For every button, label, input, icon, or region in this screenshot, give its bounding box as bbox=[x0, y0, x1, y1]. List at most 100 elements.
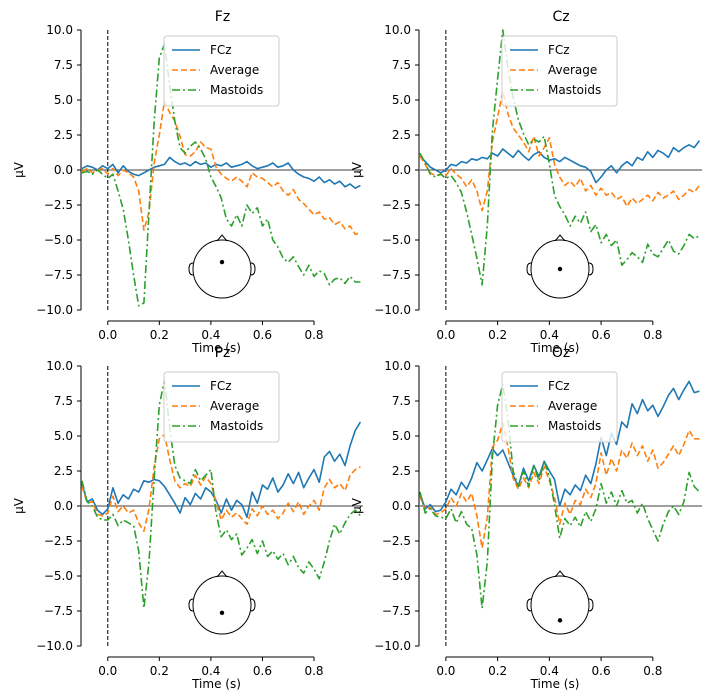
x-tick-label: 0.6 bbox=[592, 328, 611, 342]
nose bbox=[216, 234, 228, 242]
nose bbox=[216, 570, 228, 578]
head-inset bbox=[526, 234, 594, 299]
panel-title: Cz bbox=[552, 9, 569, 25]
head-outline bbox=[192, 239, 252, 299]
y-tick-label: 5.0 bbox=[54, 93, 73, 107]
left-ear bbox=[526, 262, 532, 276]
panel-cz: Cz 10.0 7.5 5.0 2.5 0.0 −2.5 −5.0 −7.5 −10.0 0.0 0.… bbox=[350, 9, 702, 355]
x-tick-label: 0.0 bbox=[436, 328, 455, 342]
legend-label-average: Average bbox=[210, 399, 259, 413]
y-axis-label: µV bbox=[350, 161, 364, 178]
series-average bbox=[81, 100, 361, 236]
y-tick-label: −10.0 bbox=[374, 639, 411, 653]
x-axis-label: Time (s) bbox=[191, 677, 241, 691]
left-ear bbox=[526, 598, 532, 612]
y-tick-label: 2.5 bbox=[392, 464, 411, 478]
y-tick-label: −7.5 bbox=[382, 604, 411, 618]
y-axis-label: µV bbox=[12, 161, 26, 178]
x-tick-label: 0.2 bbox=[150, 664, 169, 678]
x-tick-label: 0.6 bbox=[592, 664, 611, 678]
y-tick-label: 0.0 bbox=[392, 499, 411, 513]
legend-label-mastoids: Mastoids bbox=[210, 419, 263, 433]
legend-label-average: Average bbox=[548, 399, 597, 413]
y-tick-label: 7.5 bbox=[54, 58, 73, 72]
head-outline bbox=[192, 575, 252, 635]
x-tick-label: 0.8 bbox=[304, 664, 323, 678]
legend-label-fcz: FCz bbox=[548, 379, 570, 393]
legend-label-average: Average bbox=[210, 63, 259, 77]
nose bbox=[554, 570, 566, 578]
y-tick-label: 10.0 bbox=[46, 359, 73, 373]
x-tick-label: 0.2 bbox=[488, 664, 507, 678]
right-ear bbox=[588, 262, 594, 276]
right-ear bbox=[588, 598, 594, 612]
y-tick-label: 2.5 bbox=[392, 128, 411, 142]
x-tick-label: 0.2 bbox=[150, 328, 169, 342]
panel-title: Fz bbox=[215, 9, 230, 25]
y-tick-label: −5.0 bbox=[382, 233, 411, 247]
legend: FCz Average Mastoids bbox=[163, 371, 280, 443]
y-tick-label: 10.0 bbox=[384, 359, 411, 373]
legend-label-fcz: FCz bbox=[210, 379, 232, 393]
y-tick-label: −5.0 bbox=[382, 569, 411, 583]
head-outline bbox=[530, 575, 590, 635]
legend-label-fcz: FCz bbox=[548, 43, 570, 57]
x-tick-label: 0.6 bbox=[253, 328, 272, 342]
legend-label-mastoids: Mastoids bbox=[548, 419, 601, 433]
y-tick-label: 5.0 bbox=[392, 93, 411, 107]
right-ear bbox=[250, 598, 256, 612]
x-tick-label: 0.8 bbox=[643, 328, 662, 342]
legend-label-fcz: FCz bbox=[210, 43, 232, 57]
series-fcz bbox=[419, 140, 701, 184]
y-tick-label: −2.5 bbox=[382, 534, 411, 548]
left-ear bbox=[188, 262, 194, 276]
x-tick-label: 0.0 bbox=[98, 328, 117, 342]
head-inset bbox=[188, 570, 256, 635]
legend-box bbox=[501, 35, 618, 107]
panel-oz: Oz 10.0 7.5 5.0 2.5 0.0 −2.5 −5.0 −7.5 −10.0 0.0 0.… bbox=[350, 345, 702, 691]
x-tick-label: 0.8 bbox=[643, 664, 662, 678]
legend-label-mastoids: Mastoids bbox=[548, 83, 601, 97]
series-average bbox=[419, 90, 701, 212]
y-tick-label: −10.0 bbox=[374, 303, 411, 317]
y-tick-label: −7.5 bbox=[44, 268, 73, 282]
x-tick-label: 0.0 bbox=[98, 664, 117, 678]
series-average bbox=[419, 422, 700, 549]
nose bbox=[554, 234, 566, 242]
y-tick-label: 0.0 bbox=[392, 163, 411, 177]
y-tick-label: 0.0 bbox=[54, 163, 73, 177]
y-tick-label: 7.5 bbox=[392, 394, 411, 408]
y-tick-label: 2.5 bbox=[54, 128, 73, 142]
sensor-dot bbox=[557, 266, 563, 272]
sensor-dot bbox=[219, 610, 225, 616]
legend-box bbox=[163, 35, 280, 107]
series-mastoids bbox=[81, 43, 361, 307]
x-tick-label: 0.8 bbox=[304, 328, 323, 342]
legend: FCz Average Mastoids bbox=[163, 35, 280, 107]
series-fcz bbox=[81, 156, 361, 189]
x-axis-label: Time (s) bbox=[530, 677, 580, 691]
y-tick-label: −2.5 bbox=[382, 198, 411, 212]
x-tick-label: 0.2 bbox=[488, 328, 507, 342]
y-tick-label: −7.5 bbox=[44, 604, 73, 618]
y-tick-label: 5.0 bbox=[54, 429, 73, 443]
x-tick-label: 0.0 bbox=[436, 664, 455, 678]
x-tick-label: 0.6 bbox=[253, 664, 272, 678]
y-tick-label: 7.5 bbox=[392, 58, 411, 72]
x-tick-label: 0.4 bbox=[201, 664, 220, 678]
legend-label-mastoids: Mastoids bbox=[210, 83, 263, 97]
y-tick-label: −2.5 bbox=[44, 198, 73, 212]
y-tick-label: −2.5 bbox=[44, 534, 73, 548]
y-tick-label: −5.0 bbox=[44, 569, 73, 583]
panel-pz: Pz 10.0 7.5 5.0 2.5 0.0 −2.5 −5.0 −7.5 −10.0 0.0 0.… bbox=[12, 345, 363, 691]
legend: FCz Average Mastoids bbox=[501, 371, 618, 443]
x-axis-label: Time (s) bbox=[191, 341, 241, 355]
legend-box bbox=[501, 371, 618, 443]
y-tick-label: −5.0 bbox=[44, 233, 73, 247]
y-axis-label: µV bbox=[12, 497, 26, 514]
y-tick-label: 10.0 bbox=[384, 23, 411, 37]
series-average bbox=[81, 433, 361, 533]
y-tick-label: 7.5 bbox=[54, 394, 73, 408]
left-ear bbox=[188, 598, 194, 612]
x-tick-label: 0.4 bbox=[540, 664, 559, 678]
